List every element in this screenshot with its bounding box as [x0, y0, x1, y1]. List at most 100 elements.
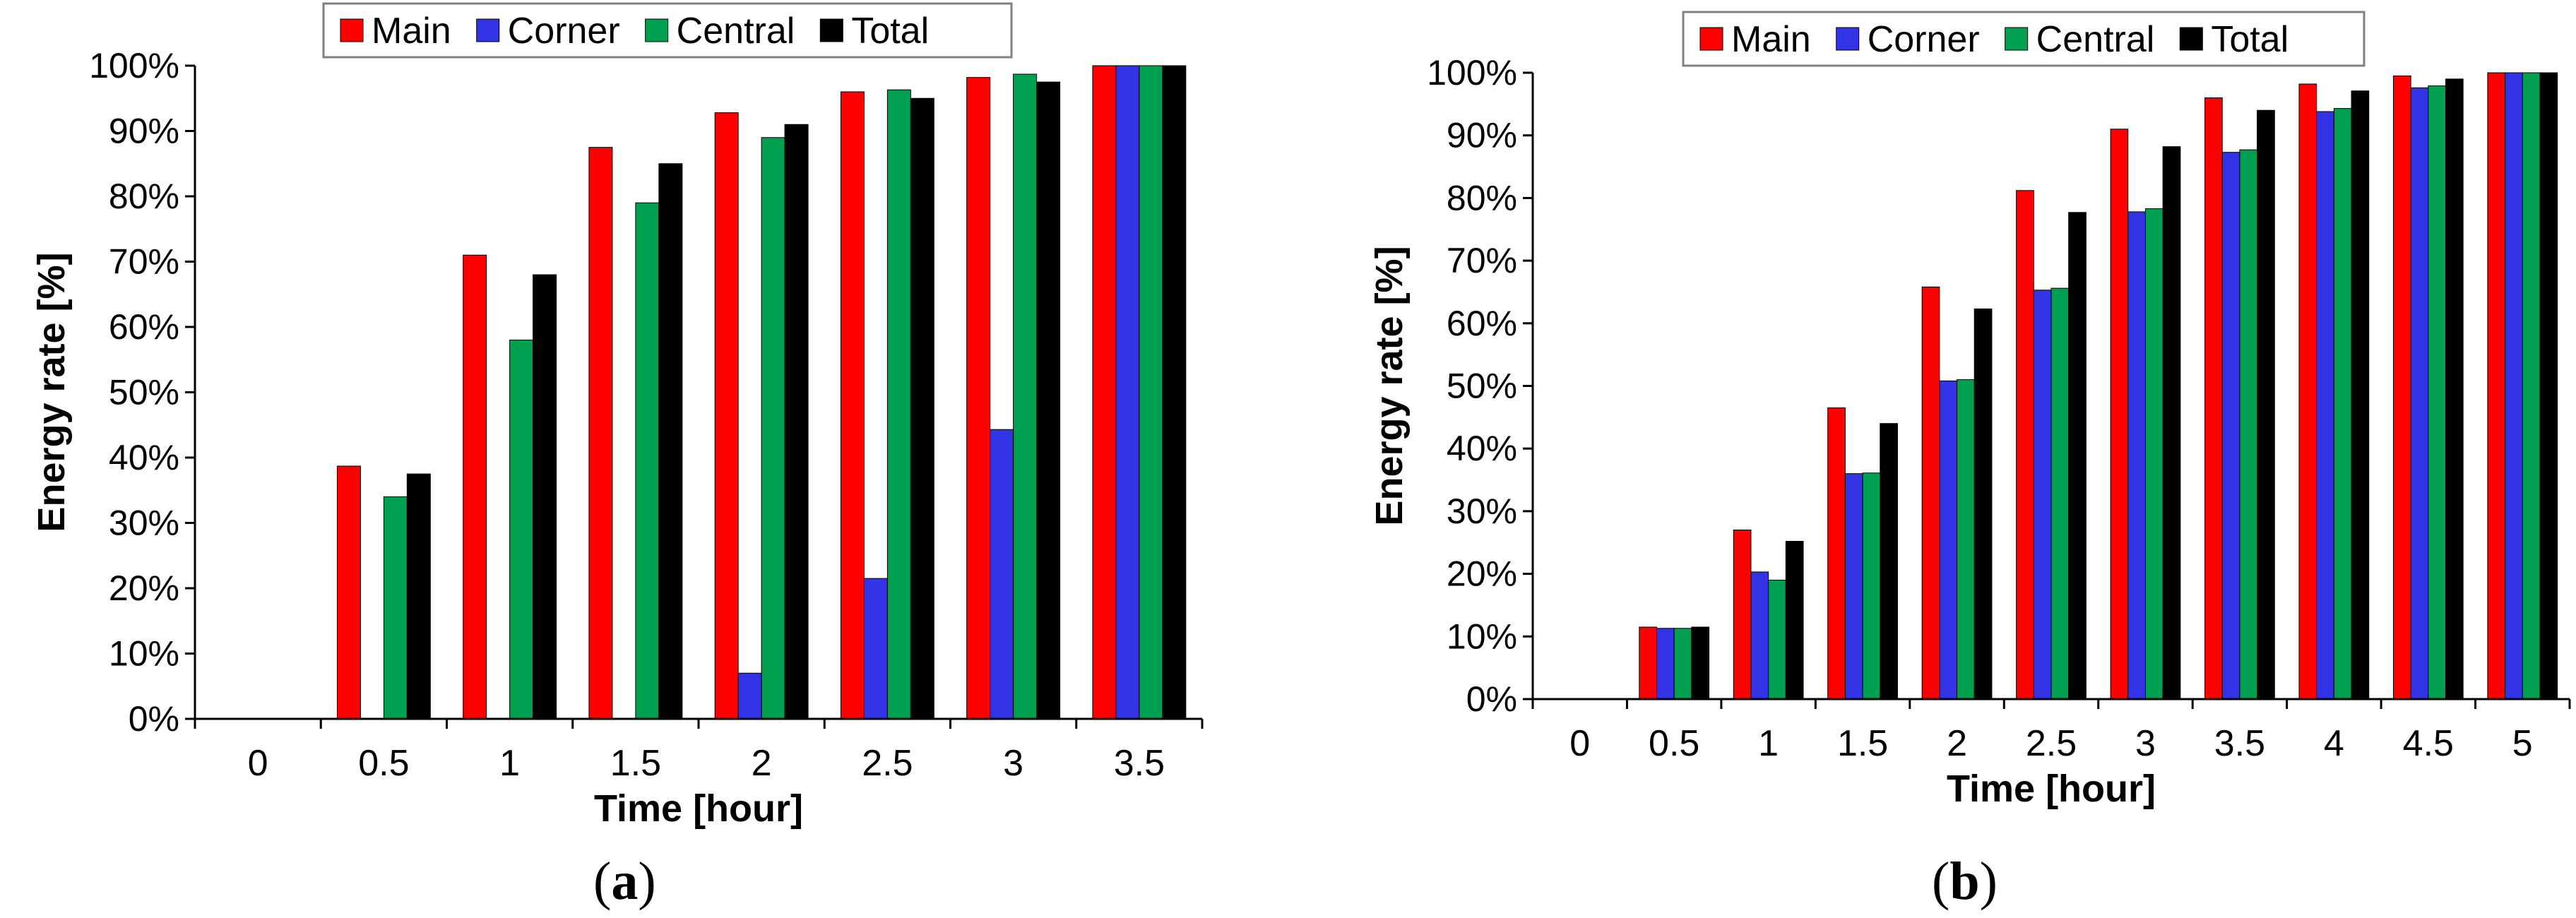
panel-label-a: a [611, 852, 639, 911]
y-tick-label: 80% [109, 177, 179, 216]
x-tick-label: 5 [2512, 723, 2533, 764]
bar-total-3.5 [2257, 109, 2275, 700]
bar-total-1.5 [658, 163, 683, 720]
bar-total-1 [1785, 540, 1804, 700]
legend-swatch-main [1699, 27, 1723, 51]
bar-total-3 [2162, 146, 2181, 700]
panel-caption-b: (b) [1932, 852, 1998, 911]
bar-main-0.5 [336, 465, 361, 720]
legend: Main Corner Central Total [322, 2, 1013, 59]
x-tick-label: 0 [1569, 723, 1590, 764]
bar-total-0.5 [1691, 626, 1710, 700]
legend-swatch-main [340, 18, 364, 42]
bar-total-2.5 [2068, 212, 2087, 700]
bar-main-5 [2487, 72, 2506, 700]
bar-central-0.5 [383, 496, 408, 720]
y-tick-label: 60% [109, 307, 179, 347]
bar-main-1 [1733, 530, 1752, 700]
bar-corner-3 [2127, 211, 2146, 700]
bar-main-1.5 [588, 147, 613, 720]
bar-corner-0.5 [1656, 628, 1675, 700]
x-tick-label: 3.5 [2214, 723, 2265, 764]
bar-corner-2 [1939, 380, 1958, 700]
bar-total-2 [1973, 308, 1993, 700]
x-tick-label: 0.5 [1649, 723, 1699, 764]
bar-central-3 [2144, 208, 2164, 700]
y-tick-label: 50% [1447, 366, 1517, 406]
bar-central-3.5 [1139, 65, 1163, 720]
bar-total-2.5 [910, 97, 934, 720]
legend-label-total: Total [851, 11, 929, 52]
bar-central-3 [1013, 73, 1038, 720]
y-tick-label: 80% [1447, 178, 1517, 217]
y-axis-label: Energy rate [%] [1368, 246, 1411, 525]
bar-corner-1 [1750, 571, 1769, 700]
x-tick-label: 3 [2135, 723, 2156, 764]
y-tick-label: 0% [129, 699, 179, 739]
bar-central-2.5 [2050, 287, 2070, 700]
x-tick-label: 2 [1947, 723, 1967, 764]
y-tick-label: 30% [109, 503, 179, 543]
y-tick-label: 40% [109, 438, 179, 477]
bar-corner-3.5 [1115, 65, 1140, 720]
bar-central-3.5 [2239, 149, 2258, 700]
x-axis-label: Time [hour] [594, 787, 803, 830]
bar-total-4.5 [2445, 78, 2464, 700]
panel-caption-a: (a) [593, 852, 656, 911]
y-tick-label: 20% [1447, 554, 1517, 594]
bar-central-1.5 [635, 202, 660, 720]
bar-main-2 [714, 112, 739, 720]
legend-label-corner: Corner [1868, 19, 1980, 60]
bar-central-5 [2522, 72, 2541, 700]
x-tick-label: 1.5 [1837, 723, 1888, 764]
y-tick-label: 90% [109, 112, 179, 151]
bar-total-0.5 [406, 473, 431, 720]
bar-central-1.5 [1862, 472, 1881, 700]
bar-main-2 [1921, 286, 1940, 700]
x-tick-label: 4 [2324, 723, 2344, 764]
y-tick-label: 60% [1447, 304, 1517, 343]
y-tick-label: 100% [89, 46, 179, 85]
bar-total-3 [1036, 81, 1061, 720]
y-tick-label: 30% [1447, 491, 1517, 531]
y-tick-label: 100% [1427, 53, 1517, 93]
x-tick-label: 1 [499, 743, 520, 784]
x-axis-label: Time [hour] [1947, 768, 2156, 810]
bar-main-1 [463, 254, 487, 720]
panel-label-b: b [1949, 852, 1980, 911]
bar-main-2.5 [840, 91, 865, 720]
y-tick-label: 70% [109, 242, 179, 282]
bar-main-4.5 [2392, 75, 2411, 700]
bar-total-3.5 [1162, 65, 1187, 720]
bar-main-2.5 [2016, 190, 2034, 700]
legend-label-corner: Corner [508, 11, 620, 52]
bar-corner-2.5 [863, 578, 888, 720]
bar-total-2 [784, 124, 809, 720]
legend-label-central: Central [677, 11, 795, 52]
x-tick-label: 2 [752, 743, 772, 784]
bar-corner-4 [2316, 111, 2334, 700]
bar-main-1.5 [1827, 407, 1846, 700]
bar-central-2 [1957, 379, 1975, 700]
x-tick-label: 4.5 [2403, 723, 2454, 764]
legend-swatch-total [2179, 27, 2203, 51]
bar-total-1.5 [1880, 423, 1898, 700]
x-tick-label: 2.5 [2026, 723, 2077, 764]
x-tick-label: 2.5 [862, 743, 913, 784]
bar-central-1 [1768, 579, 1786, 700]
bar-total-5 [2539, 72, 2558, 700]
bar-corner-1.5 [1844, 473, 1863, 700]
legend-label-central: Central [2036, 19, 2155, 60]
legend-label-total: Total [2211, 19, 2289, 60]
legend-swatch-central [645, 18, 669, 42]
y-tick-label: 50% [109, 373, 179, 412]
bar-corner-5 [2505, 72, 2523, 700]
bar-main-4 [2298, 83, 2317, 700]
y-tick-label: 70% [1447, 241, 1517, 280]
bar-total-4 [2351, 90, 2370, 700]
x-tick-label: 0.5 [358, 743, 409, 784]
legend-label-main: Main [1731, 19, 1811, 60]
